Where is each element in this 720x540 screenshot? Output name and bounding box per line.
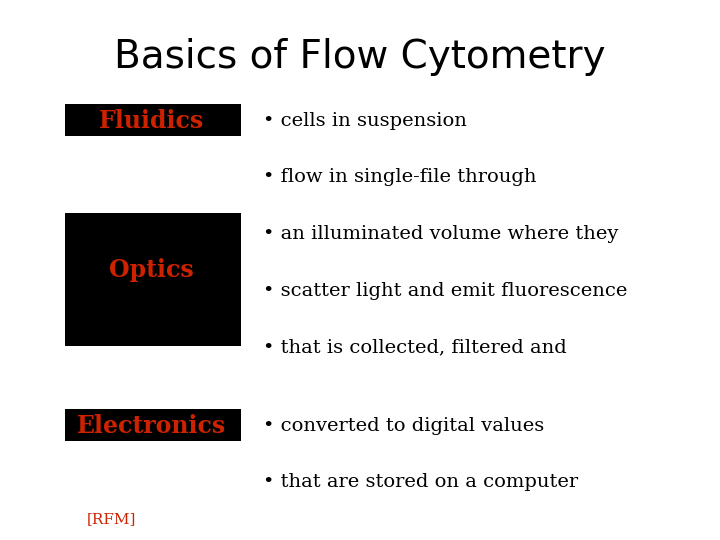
Text: • flow in single-file through: • flow in single-file through [263,168,536,186]
Text: Optics: Optics [109,258,194,282]
Bar [65,409,241,441]
Text: Fluidics: Fluidics [99,110,204,133]
Bar [65,213,241,346]
Text: Electronics: Electronics [76,414,226,437]
Text: • cells in suspension: • cells in suspension [263,112,467,131]
Text: • scatter light and emit fluorescence: • scatter light and emit fluorescence [263,281,627,300]
Text: • that are stored on a computer: • that are stored on a computer [263,473,578,491]
Text: • that is collected, filtered and: • that is collected, filtered and [263,338,567,356]
Text: [RFM]: [RFM] [87,512,136,526]
Bar [65,104,241,136]
Text: • converted to digital values: • converted to digital values [263,416,544,435]
Text: • an illuminated volume where they: • an illuminated volume where they [263,225,618,243]
Text: Basics of Flow Cytometry: Basics of Flow Cytometry [114,38,606,76]
